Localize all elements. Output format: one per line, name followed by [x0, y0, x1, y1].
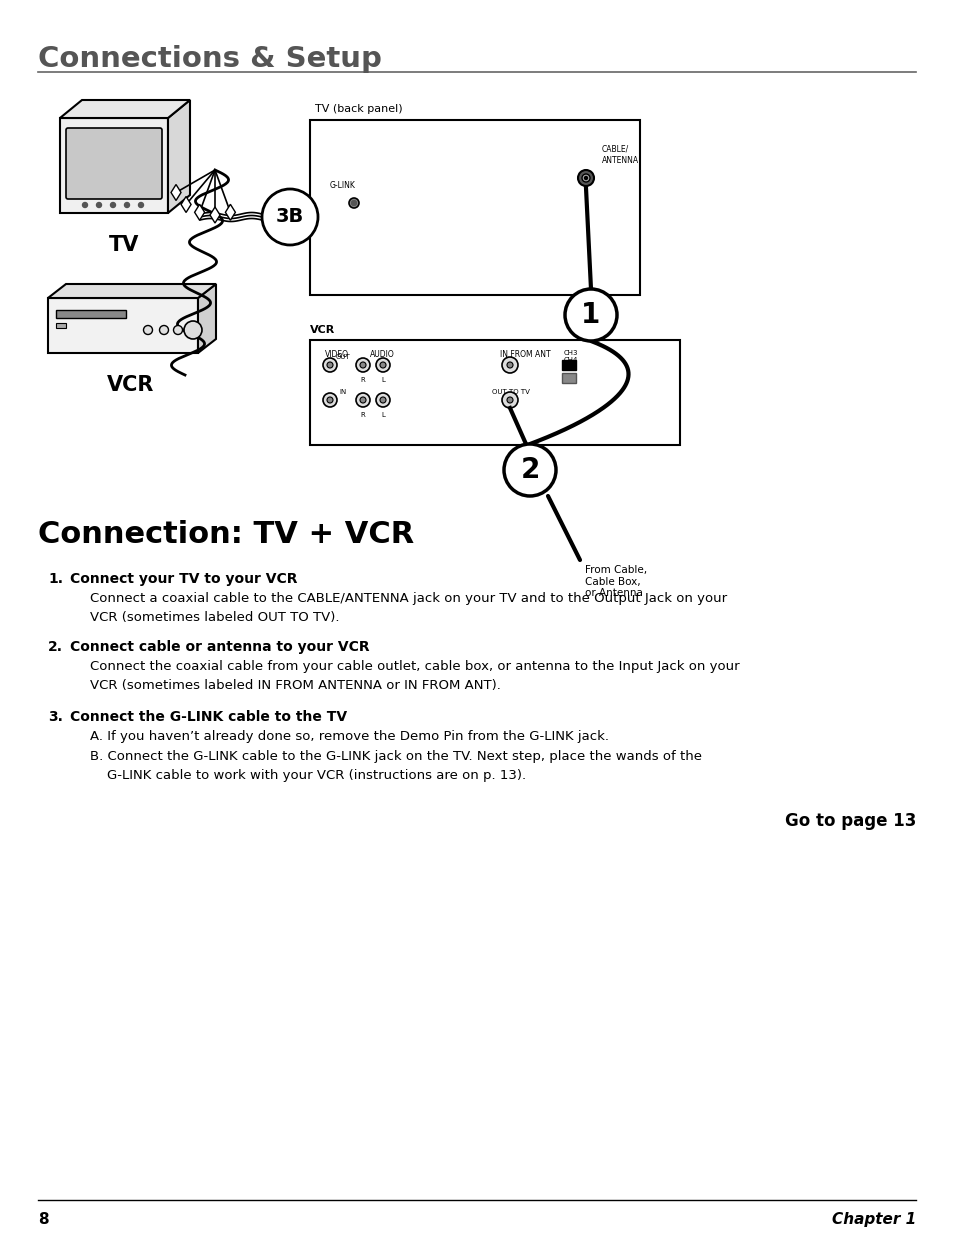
Text: 2: 2 [519, 456, 539, 484]
Text: Connection: TV + VCR: Connection: TV + VCR [38, 520, 414, 550]
Text: Connect a coaxial cable to the CABLE/ANTENNA jack on your TV and to the Output J: Connect a coaxial cable to the CABLE/ANT… [90, 592, 726, 624]
Text: Connect your TV to your VCR: Connect your TV to your VCR [70, 572, 297, 585]
Text: OUT: OUT [335, 354, 350, 359]
Circle shape [349, 198, 358, 207]
Circle shape [82, 203, 88, 207]
Text: 8: 8 [38, 1212, 49, 1228]
Circle shape [503, 445, 556, 496]
Text: IN FROM ANT: IN FROM ANT [499, 350, 550, 359]
Circle shape [379, 396, 386, 403]
Text: CH3
CH4: CH3 CH4 [563, 350, 578, 363]
Text: AUDIO: AUDIO [370, 350, 395, 359]
Circle shape [359, 396, 366, 403]
Text: R: R [360, 377, 365, 383]
Text: L: L [380, 412, 384, 417]
Circle shape [584, 177, 587, 179]
Text: Connect the coaxial cable from your cable outlet, cable box, or antenna to the I: Connect the coaxial cable from your cabl… [90, 659, 739, 692]
FancyBboxPatch shape [56, 310, 126, 317]
Text: VIDEO: VIDEO [325, 350, 349, 359]
Polygon shape [225, 204, 235, 220]
Circle shape [327, 396, 333, 403]
Text: 3.: 3. [48, 710, 63, 724]
Circle shape [323, 358, 336, 372]
Polygon shape [60, 100, 190, 119]
Polygon shape [194, 204, 204, 220]
FancyBboxPatch shape [66, 128, 162, 199]
Circle shape [327, 362, 333, 368]
Text: 1: 1 [580, 301, 600, 329]
Text: A. If you haven’t already done so, remove the Demo Pin from the G-LINK jack.: A. If you haven’t already done so, remov… [90, 730, 608, 743]
Circle shape [501, 391, 517, 408]
FancyBboxPatch shape [60, 119, 168, 212]
Circle shape [501, 357, 517, 373]
Circle shape [506, 362, 513, 368]
Circle shape [581, 174, 589, 182]
Circle shape [355, 393, 370, 408]
Text: 1.: 1. [48, 572, 63, 585]
FancyBboxPatch shape [56, 324, 66, 329]
Polygon shape [210, 207, 220, 224]
Text: IN: IN [339, 389, 346, 395]
Bar [561, 373, 576, 383]
Text: L: L [380, 377, 384, 383]
Text: 2.: 2. [48, 640, 63, 655]
Text: From Cable,
Cable Box,
or Antenna: From Cable, Cable Box, or Antenna [584, 564, 646, 598]
Text: CABLE/
ANTENNA: CABLE/ ANTENNA [601, 144, 639, 165]
Text: 3B: 3B [275, 207, 304, 226]
Text: Go to page 13: Go to page 13 [783, 811, 915, 830]
Polygon shape [171, 184, 181, 200]
Text: Chapter 1: Chapter 1 [831, 1212, 915, 1228]
Circle shape [159, 326, 169, 335]
Text: OUT TO TV: OUT TO TV [492, 389, 529, 395]
Circle shape [96, 203, 101, 207]
FancyBboxPatch shape [48, 298, 198, 353]
Circle shape [564, 289, 617, 341]
Circle shape [323, 393, 336, 408]
Text: Connect cable or antenna to your VCR: Connect cable or antenna to your VCR [70, 640, 369, 655]
Circle shape [375, 358, 390, 372]
Circle shape [359, 362, 366, 368]
Text: VCR: VCR [107, 375, 154, 395]
Circle shape [578, 170, 594, 186]
Text: VCR: VCR [310, 325, 335, 335]
Bar [310, 120, 639, 295]
Bar [561, 359, 576, 370]
Polygon shape [198, 284, 215, 353]
Text: Connect the G-LINK cable to the TV: Connect the G-LINK cable to the TV [70, 710, 347, 724]
Text: Connections & Setup: Connections & Setup [38, 44, 381, 73]
Text: G-LINK: G-LINK [330, 182, 355, 190]
Polygon shape [181, 196, 191, 212]
Circle shape [173, 326, 182, 335]
Text: B. Connect the G-LINK cable to the G-LINK jack on the TV. Next step, place the w: B. Connect the G-LINK cable to the G-LIN… [90, 750, 701, 782]
Circle shape [506, 396, 513, 403]
Polygon shape [168, 100, 190, 212]
Circle shape [184, 321, 202, 338]
Text: R: R [360, 412, 365, 417]
Circle shape [375, 393, 390, 408]
Circle shape [379, 362, 386, 368]
Circle shape [138, 203, 143, 207]
Polygon shape [48, 284, 215, 298]
Circle shape [111, 203, 115, 207]
Circle shape [143, 326, 152, 335]
Circle shape [355, 358, 370, 372]
Circle shape [351, 200, 356, 205]
Circle shape [125, 203, 130, 207]
Text: TV (back panel): TV (back panel) [314, 104, 402, 114]
Text: TV: TV [109, 235, 139, 254]
Bar [310, 340, 679, 445]
Circle shape [262, 189, 317, 245]
